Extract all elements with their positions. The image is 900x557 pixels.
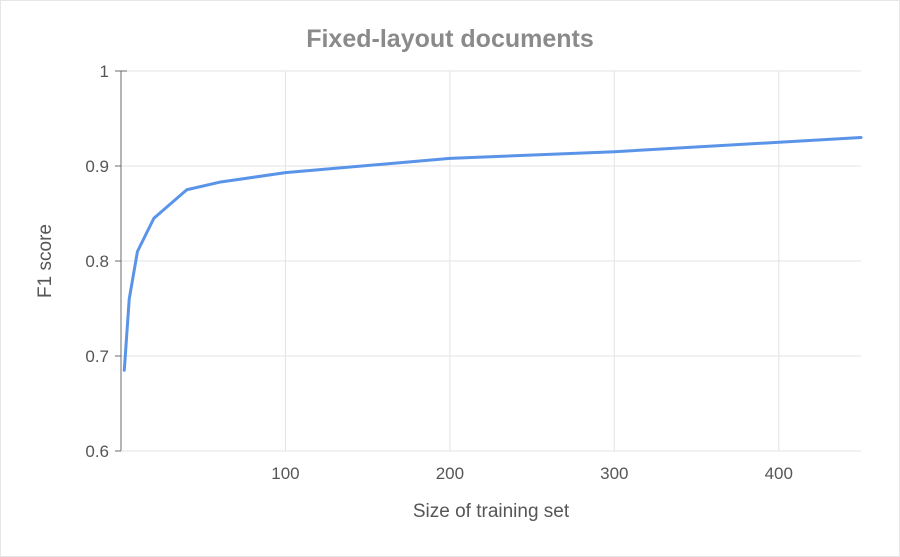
y-tick-label: 0.7 <box>85 347 109 366</box>
y-tick-label: 0.9 <box>85 157 109 176</box>
x-tick-label: 300 <box>600 464 628 483</box>
x-tick-label: 100 <box>271 464 299 483</box>
x-tick-label: 200 <box>436 464 464 483</box>
y-tick-label: 0.6 <box>85 442 109 461</box>
chart-frame: Fixed-layout documents 0.6 0.7 0.8 0.9 1 100 2… <box>0 0 900 557</box>
x-axis-title: Size of training set <box>413 501 570 522</box>
y-tick-label: 0.8 <box>85 252 109 271</box>
chart-plot-area: 0.60.70.80.91100200300400Size of trainin… <box>121 71 861 551</box>
y-axis-title: F1 score <box>35 224 56 298</box>
chart-title: Fixed-layout documents <box>1 25 899 54</box>
y-tick-label: 1 <box>100 62 109 81</box>
line-series-f1 <box>124 138 861 371</box>
x-tick-label: 400 <box>765 464 793 483</box>
chart-svg: 0.60.70.80.91100200300400Size of trainin… <box>121 71 881 551</box>
